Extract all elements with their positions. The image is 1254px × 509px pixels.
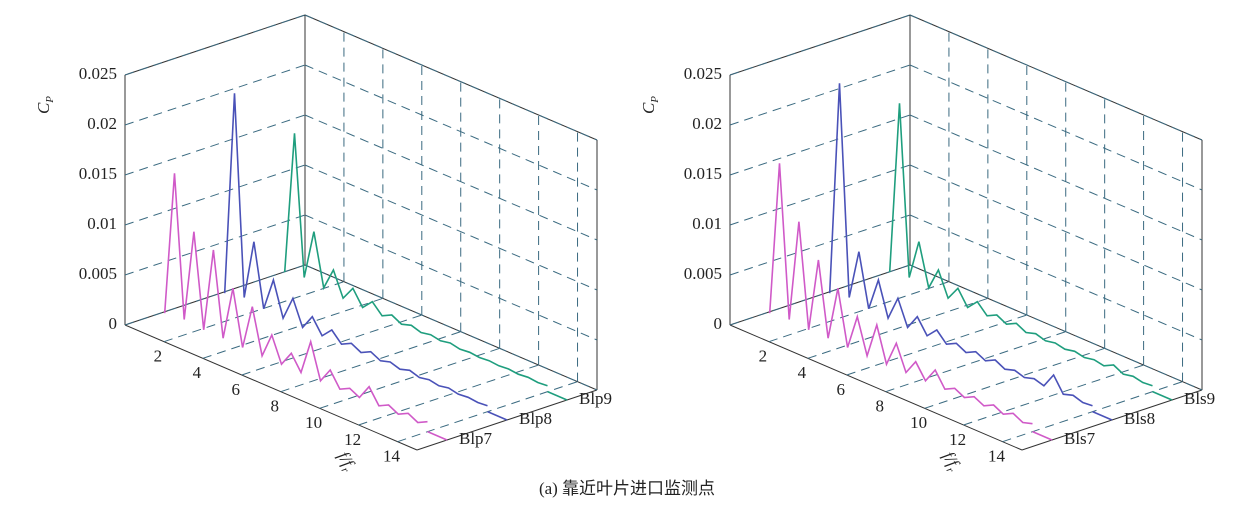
y-tick-label: 0.01 xyxy=(87,214,117,233)
grid-line xyxy=(124,164,306,226)
grid-line xyxy=(304,114,598,241)
grid-line xyxy=(924,347,1105,409)
y-axis-label: CP xyxy=(639,96,661,114)
grid-line xyxy=(304,64,598,191)
series-baseline xyxy=(1152,390,1173,401)
x-tick-label: 4 xyxy=(193,363,202,382)
x-axis-label: f/fr xyxy=(332,448,360,475)
x-axis-label-sub: r xyxy=(944,465,957,475)
x-axis-label: f/fr xyxy=(937,448,965,475)
grid-line xyxy=(304,214,598,341)
series-baseline xyxy=(1092,410,1113,421)
y-axis-label-sub: P xyxy=(44,96,56,104)
axis-line xyxy=(729,324,1023,451)
grid-line xyxy=(319,347,500,409)
grid-line xyxy=(729,64,911,126)
grid-line xyxy=(963,364,1144,426)
grid-line xyxy=(280,331,461,393)
series-label: Blp9 xyxy=(579,389,612,408)
x-tick-label: 8 xyxy=(875,397,884,416)
series-label: Bls8 xyxy=(1124,409,1155,428)
grid-line xyxy=(909,14,1203,141)
y-tick-label: 0.025 xyxy=(79,64,117,83)
grid-line xyxy=(846,314,1027,376)
series-line xyxy=(768,163,1033,425)
series-baseline xyxy=(547,390,568,401)
axis-line xyxy=(124,324,418,451)
grid-line xyxy=(909,64,1203,191)
y-axis-label-sub: P xyxy=(649,96,661,104)
grid-line xyxy=(807,297,989,359)
y-tick-label: 0.02 xyxy=(87,114,117,133)
grid-line xyxy=(909,214,1203,341)
series-line xyxy=(283,133,548,387)
grid-line xyxy=(124,264,306,326)
series-line xyxy=(888,103,1153,387)
series-baseline xyxy=(487,410,508,421)
series-label: Blp8 xyxy=(519,409,552,428)
grid-line xyxy=(304,264,598,391)
series-baseline xyxy=(1032,430,1053,441)
x-tick-label: 14 xyxy=(383,447,401,466)
grid-line xyxy=(202,297,384,359)
grid-line xyxy=(304,14,598,141)
grid-line xyxy=(909,114,1203,241)
grid-line xyxy=(885,331,1066,393)
series-baseline xyxy=(427,430,448,441)
y-tick-label: 0.015 xyxy=(684,164,722,183)
grid-line xyxy=(729,114,911,176)
y-tick-label: 0 xyxy=(109,314,118,333)
grid-line xyxy=(124,64,306,126)
x-tick-label: 10 xyxy=(910,413,927,432)
grid-line xyxy=(768,281,950,343)
grid-line xyxy=(729,14,911,76)
grid-line xyxy=(124,214,306,276)
grid-line xyxy=(304,164,598,291)
y-axis-label-main: C xyxy=(639,102,658,114)
series-line xyxy=(163,173,428,424)
x-tick-label: 10 xyxy=(305,413,322,432)
grid-line xyxy=(909,164,1203,291)
grid-line xyxy=(729,214,911,276)
x-tick-label: 2 xyxy=(154,347,163,366)
x-tick-label: 12 xyxy=(949,430,966,449)
y-tick-label: 0.005 xyxy=(684,264,722,283)
y-axis-label-main: C xyxy=(34,102,53,114)
x-tick-label: 6 xyxy=(837,380,846,399)
x-tick-label: 8 xyxy=(270,397,279,416)
y-tick-label: 0 xyxy=(714,314,723,333)
x-tick-label: 2 xyxy=(759,347,768,366)
x-axis-label-sub: r xyxy=(339,465,352,475)
y-tick-label: 0.01 xyxy=(692,214,722,233)
y-tick-label: 0.015 xyxy=(79,164,117,183)
series-label: Blp7 xyxy=(459,429,493,448)
x-tick-label: 4 xyxy=(798,363,807,382)
x-tick-label: 14 xyxy=(988,447,1006,466)
caption: (a) 靠近叶片进口监测点 xyxy=(539,479,715,498)
series-line xyxy=(223,93,488,407)
y-axis-label: CP xyxy=(34,96,56,114)
y-tick-label: 0.025 xyxy=(684,64,722,83)
grid-line xyxy=(729,164,911,226)
x-tick-label: 12 xyxy=(344,430,361,449)
series-label: Bls7 xyxy=(1064,429,1096,448)
x-tick-label: 6 xyxy=(232,380,241,399)
grid-line xyxy=(124,114,306,176)
y-tick-label: 0.02 xyxy=(692,114,722,133)
grid-line xyxy=(124,14,306,76)
y-tick-label: 0.005 xyxy=(79,264,117,283)
grid-line xyxy=(729,264,911,326)
series-label: Bls9 xyxy=(1184,389,1215,408)
series-line xyxy=(828,83,1093,407)
grid-line xyxy=(358,364,539,426)
grid-line xyxy=(241,314,422,376)
grid-line xyxy=(909,264,1203,391)
